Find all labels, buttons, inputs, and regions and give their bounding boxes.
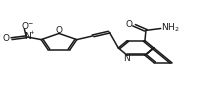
Text: $^-$: $^-$	[26, 20, 34, 29]
Text: O: O	[125, 20, 132, 29]
Text: O: O	[2, 34, 9, 43]
Text: $^+$: $^+$	[28, 29, 35, 38]
Text: N: N	[123, 54, 130, 63]
Text: NH$_2$: NH$_2$	[161, 22, 179, 34]
Text: N: N	[24, 32, 31, 41]
Text: O: O	[22, 22, 29, 31]
Text: O: O	[56, 26, 63, 35]
